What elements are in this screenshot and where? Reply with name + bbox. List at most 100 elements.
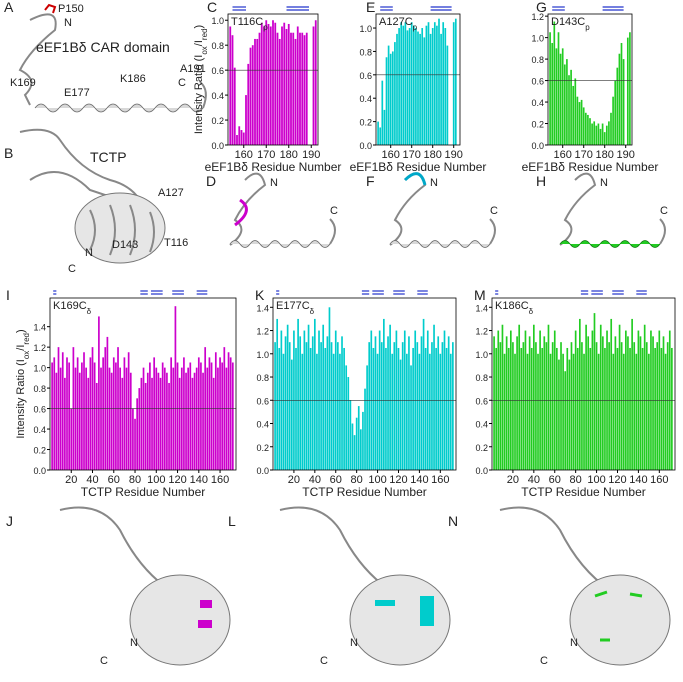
bar [593,121,596,145]
x-tick-label: 160 [211,474,229,486]
bar [505,336,508,470]
bar [383,318,385,470]
bar [221,362,224,470]
helix [34,103,204,113]
terminus: N [130,637,138,649]
bar [648,353,650,470]
bar [341,336,343,470]
bar [589,347,592,470]
bar [299,336,302,470]
bar [579,318,581,470]
terminus: N [570,637,578,649]
x-tick-label: 80 [129,474,141,486]
bar [208,357,211,470]
bar [622,353,625,470]
y-axis-label-part: Intensity Ratio (I [193,55,205,134]
bar [214,352,217,470]
bar [187,367,190,470]
bar [163,367,166,470]
terminus: N [64,17,72,29]
bar [595,125,598,145]
terminus: C [178,77,186,89]
x-tick-label: 160 [382,149,400,161]
sample-label-part: T116C [231,16,263,28]
panel-letter: E [366,0,375,15]
ribbon [279,506,391,591]
bar [639,336,642,470]
y-axis-label-part: Intensity Ratio (I [15,359,27,438]
bar [452,22,455,145]
bar [543,336,546,470]
panel-letter: M [474,287,486,303]
x-tick-label: 120 [608,474,626,486]
y-tick-label: 0.4 [33,425,46,435]
bar [174,306,177,470]
bar [278,38,281,146]
protein-body [569,574,671,666]
bar [518,324,521,470]
bar [631,318,633,470]
bar [305,32,308,145]
x-axis-label: eEF1Bδ Residue Number [350,160,487,174]
sample-label-part: K169C [53,300,87,312]
bar [210,362,213,470]
y-tick-label: 0.4 [359,94,372,104]
x-tick-label: 60 [108,474,120,486]
bar [93,362,96,470]
bar [296,26,299,146]
y-tick-label: 0.2 [256,443,269,453]
bar [240,130,243,145]
y-axis-label-part: red [200,29,209,41]
panel-j: J N C [6,506,231,667]
bar [278,347,281,470]
bar [563,64,566,145]
residue-label: D143 [112,239,138,251]
bar [583,353,585,470]
bar [68,362,70,470]
bar [157,372,160,470]
bar [427,22,430,145]
bar [441,342,444,470]
bar [303,35,306,146]
bar [231,362,234,470]
y-axis-label-part: ox [200,46,209,54]
bar [507,347,510,470]
sample-label: K169Cδ [53,300,92,316]
bar [601,123,604,145]
y-axis-label: Intensity Ratio (Iox/Ired) [15,329,31,438]
x-axis-label: TCTP Residue Number [81,485,206,499]
ribbon [229,172,267,246]
y-tick-label: 0.4 [531,98,544,108]
bar [170,357,173,470]
y-tick-label: 0.8 [475,373,488,383]
residue-label: A191 [180,63,206,75]
y-tick-label: 1.0 [33,364,46,374]
bar [383,109,386,145]
sample-label-part: E177C [276,300,310,312]
bar [129,372,132,470]
bar [339,353,341,470]
bar [641,347,644,470]
x-tick-label: 170 [575,149,593,161]
bar [53,357,56,470]
bar [422,318,425,470]
bar [512,342,514,470]
bar [549,32,551,145]
bar [404,22,407,145]
bar [406,30,409,145]
y-tick-label: 0.6 [531,77,544,87]
bar [618,53,621,145]
bar [436,25,438,146]
bar [561,48,564,145]
x-tick-label: 180 [424,149,442,161]
bar [520,347,523,470]
bar [535,342,537,470]
y-tick-label: 0.0 [359,141,372,151]
bar [433,22,436,145]
bar [285,28,288,145]
y-tick-label: 1.2 [33,343,46,353]
bar [286,324,289,470]
terminus: C [540,655,548,667]
panel-letter: H [536,173,546,189]
bar [454,18,457,145]
